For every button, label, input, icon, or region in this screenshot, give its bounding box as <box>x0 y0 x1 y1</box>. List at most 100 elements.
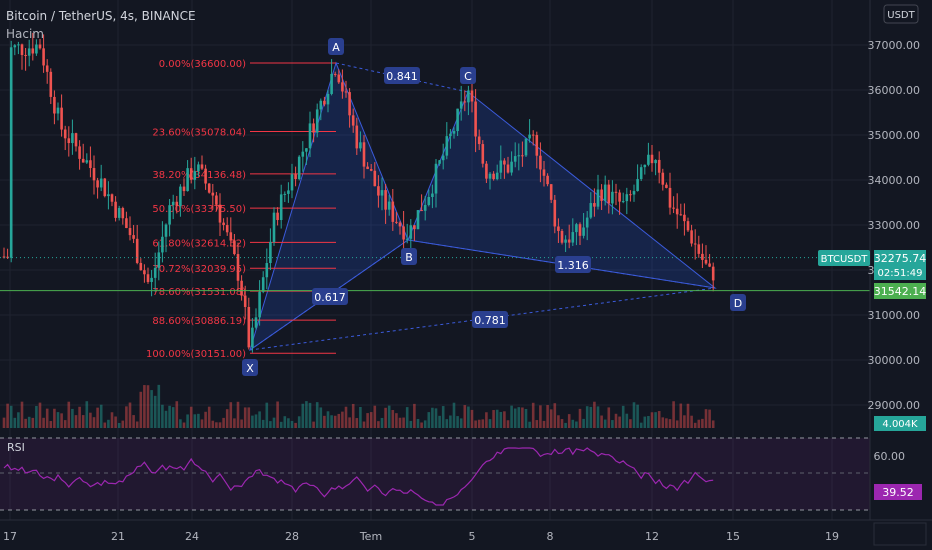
price-tick-label: 35000.00 <box>868 129 921 142</box>
candle-body <box>621 201 625 203</box>
volume-bar <box>639 422 643 428</box>
volume-bar <box>301 403 305 428</box>
candle-body <box>661 172 665 185</box>
candle-body <box>200 164 204 169</box>
candle-body <box>557 226 560 231</box>
volume-bar <box>168 405 171 428</box>
candle-body <box>380 190 384 196</box>
volume-bar <box>251 415 254 428</box>
volume-bar <box>549 409 553 428</box>
candle-body <box>499 160 503 173</box>
candle-body <box>182 186 186 192</box>
candle-body <box>686 221 690 231</box>
volume-bar <box>272 417 276 428</box>
ratio-label: 0.841 <box>386 70 418 83</box>
candle-body <box>258 291 261 318</box>
volume-bar <box>600 415 603 428</box>
volume-bar <box>125 406 128 428</box>
volume-bar <box>333 415 337 428</box>
currency-button <box>883 4 919 24</box>
candle-body <box>211 192 215 196</box>
volume-bar <box>305 401 308 428</box>
volume-bar <box>481 419 485 428</box>
volume-bar <box>369 412 373 428</box>
volume-bar <box>470 409 474 428</box>
volume-bar <box>683 415 686 428</box>
candle-body <box>355 125 359 149</box>
volume-bar <box>35 405 38 428</box>
volume-bar <box>445 419 449 428</box>
candle-body <box>24 54 27 56</box>
volume-bar <box>308 402 312 428</box>
candle-body <box>377 186 380 196</box>
rsi-label: RSI <box>7 441 25 454</box>
candle-body <box>261 277 265 292</box>
volume-bar <box>593 401 596 428</box>
candle-body <box>564 239 567 243</box>
volume-bar <box>27 416 31 428</box>
volume-bar <box>438 415 441 428</box>
candle-body <box>92 168 96 181</box>
candle-body <box>517 155 521 157</box>
candle-body <box>99 178 103 188</box>
candle-body <box>643 164 647 168</box>
volume-bar <box>441 406 445 428</box>
candle-body <box>445 136 449 156</box>
candle-body <box>647 154 650 165</box>
volume-bar <box>157 384 161 428</box>
candle-body <box>243 295 247 307</box>
candle-body <box>679 214 683 216</box>
candle-body <box>639 167 643 180</box>
volume-bar <box>528 421 531 428</box>
candle-body <box>708 263 711 267</box>
volume-bar <box>611 420 614 428</box>
candle-body <box>186 168 189 192</box>
volume-bar <box>89 412 92 428</box>
candle-body <box>625 194 629 202</box>
volume-bar <box>85 401 89 428</box>
candle-body <box>585 217 589 228</box>
candle-body <box>456 108 459 132</box>
volume-bar <box>96 407 99 428</box>
currency-button-label: USDT <box>887 10 915 21</box>
candle-body <box>204 168 207 184</box>
candle-body <box>229 232 233 241</box>
candle-body <box>218 204 222 223</box>
volume-bar <box>81 415 85 428</box>
volume-bar <box>413 403 416 428</box>
volume-bar <box>603 419 607 428</box>
candle-body <box>139 262 143 271</box>
volume-bar <box>225 409 229 428</box>
volume-bar <box>711 420 715 428</box>
volume-bar <box>287 418 290 428</box>
candle-body <box>657 159 661 173</box>
volume-bar <box>427 412 431 428</box>
volume-bar <box>589 406 593 428</box>
candle-body <box>665 184 668 188</box>
volume-bar <box>294 422 297 428</box>
volume-bar <box>103 422 107 428</box>
volume-bar <box>560 419 564 428</box>
candle-body <box>467 90 470 103</box>
volume-bar <box>117 422 121 428</box>
last-price-label: 32275.74 <box>874 252 927 265</box>
volume-bar <box>233 418 236 428</box>
fib-level-label: 61.80%(32614.52) <box>152 238 246 249</box>
rsi-value-label: 39.52 <box>882 486 914 499</box>
candle-body <box>56 107 60 114</box>
candle-body <box>35 44 38 54</box>
time-tick-label: 24 <box>185 530 199 543</box>
volume-bar <box>632 402 636 428</box>
volume-bar <box>596 406 600 428</box>
candle-body <box>13 45 17 48</box>
volume-bar <box>366 413 369 428</box>
volume-bar <box>629 419 632 428</box>
candle-body <box>110 194 114 202</box>
candle-body <box>528 134 531 139</box>
candle-body <box>107 194 110 197</box>
volume-bar <box>13 417 17 428</box>
candle-body <box>341 82 344 92</box>
candle-body <box>405 238 409 240</box>
volume-bar <box>269 421 272 428</box>
